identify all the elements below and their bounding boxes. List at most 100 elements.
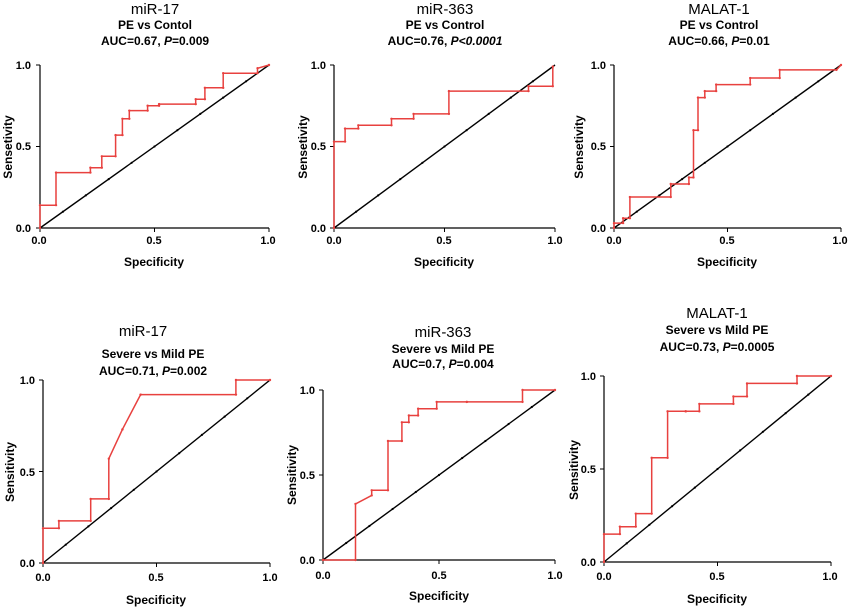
diagonal-marker: [223, 415, 226, 418]
p-value: =0.01: [739, 34, 770, 48]
roc-curve: [603, 375, 831, 562]
auc-text: AUC=0.66, P=0.01: [668, 34, 770, 48]
roc-point: [222, 71, 225, 75]
diagonal-marker: [807, 393, 810, 396]
p-label: P: [164, 34, 173, 48]
roc-point: [234, 393, 238, 396]
y-tick-label: 0.5: [20, 467, 35, 479]
diagonal-marker: [625, 542, 628, 545]
diagonal-marker: [509, 96, 512, 99]
x-axis-label: Specificity: [124, 255, 184, 269]
diagonal-marker: [345, 541, 348, 545]
roc-point: [407, 421, 411, 424]
roc-point: [527, 84, 530, 88]
roc-point: [602, 532, 606, 536]
roc-point: [732, 395, 735, 398]
roc-point: [692, 176, 695, 179]
diagonal-marker: [200, 433, 203, 436]
roc-point: [551, 84, 554, 88]
panel-title: miR-363: [415, 324, 472, 341]
diagonal-marker: [484, 439, 487, 443]
roc-point: [89, 519, 92, 523]
roc-point: [628, 195, 632, 199]
roc-point: [687, 176, 691, 179]
roc-point: [268, 378, 272, 382]
y-tick-label: 1.0: [311, 60, 326, 72]
roc-point: [621, 217, 625, 220]
roc-point: [416, 407, 420, 410]
roc-point: [222, 86, 225, 90]
y-axis-label: Sensitivity: [3, 442, 17, 502]
roc-point: [650, 456, 653, 460]
diagonal-marker: [222, 96, 225, 99]
y-tick-label: 1.0: [581, 371, 596, 383]
roc-point: [321, 558, 325, 562]
roc-point: [795, 374, 799, 378]
roc-point: [745, 395, 749, 398]
roc-point: [749, 83, 752, 86]
x-tick-label: 0.5: [148, 572, 163, 584]
auc-prefix: AUC=0.7,: [392, 357, 448, 371]
roc-point: [795, 382, 799, 385]
roc-point: [835, 68, 838, 72]
p-label: P: [451, 34, 460, 48]
x-tick-label: 1.0: [547, 235, 562, 247]
roc-panel-2: miR-363 PE vs Control AUC=0.76, P<0.0001…: [296, 1, 563, 269]
auc-prefix: AUC=0.67,: [101, 34, 164, 48]
y-tick-label: 0.5: [581, 464, 596, 476]
auc-text: AUC=0.7, P=0.004: [392, 357, 494, 371]
roc-point: [38, 203, 42, 207]
y-axis-label: Sensetivity: [1, 115, 15, 179]
roc-point: [121, 117, 124, 120]
roc-point: [612, 221, 616, 225]
roc-point: [100, 166, 104, 169]
roc-point: [128, 109, 131, 112]
roc-point: [527, 89, 530, 93]
roc-point: [669, 182, 672, 186]
diagonal-marker: [671, 505, 674, 508]
roc-point: [57, 527, 61, 530]
roc-point: [703, 89, 706, 93]
roc-point: [390, 124, 393, 127]
diagonal-marker: [355, 210, 358, 213]
roc-point: [38, 226, 42, 230]
diagonal-marker: [739, 449, 742, 452]
p-value: =0.0005: [731, 340, 775, 354]
roc-point: [194, 98, 197, 101]
x-tick-label: 0.5: [431, 570, 446, 582]
roc-point: [332, 226, 336, 230]
p-label: P: [449, 357, 458, 371]
x-tick-label: 0.0: [315, 570, 330, 582]
y-tick-label: 1.0: [16, 60, 31, 72]
roc-point: [57, 519, 61, 523]
diagonal-marker: [245, 80, 248, 83]
auc-text: AUC=0.76, P<0.0001: [388, 34, 503, 48]
y-axis-label: Sensetivity: [296, 115, 310, 179]
roc-point: [666, 410, 669, 413]
diagonal-marker: [487, 112, 490, 115]
roc-point: [521, 400, 524, 404]
y-tick-label: 0.5: [591, 141, 606, 153]
plot-area: [600, 374, 833, 566]
roc-point: [666, 456, 669, 460]
roc-point: [121, 133, 124, 137]
roc-point: [357, 127, 360, 130]
y-tick-label: 0.0: [581, 557, 596, 569]
roc-point: [698, 402, 701, 406]
roc-point: [692, 129, 695, 132]
roc-point: [89, 171, 92, 174]
panel-subtitle: PE vs Control: [406, 18, 485, 32]
roc-point: [203, 98, 207, 101]
diagonal-marker: [726, 145, 729, 148]
roc-panel-6: MALAT-1 Severe vs Mild PE AUC=0.73, P=0.…: [567, 305, 838, 606]
roc-panel-3: MALAT-1 PE vs Control AUC=0.66, P=0.01 0…: [572, 1, 848, 269]
p-value: =0.009: [172, 34, 209, 48]
roc-panel-1: miR-17 PE vs Contol AUC=0.67, P=0.009 0.…: [1, 1, 276, 269]
panel-subtitle: PE vs Control: [680, 18, 759, 32]
x-tick-label: 0.0: [35, 572, 50, 584]
x-axis-label: Specificity: [697, 255, 757, 269]
roc-panel-5: miR-363 Severe vs Mild PE AUC=0.7, P=0.0…: [285, 324, 563, 603]
y-tick-label: 0.5: [311, 141, 326, 153]
roc-point: [714, 89, 718, 93]
y-axis-label: Sensitivity: [567, 440, 581, 500]
